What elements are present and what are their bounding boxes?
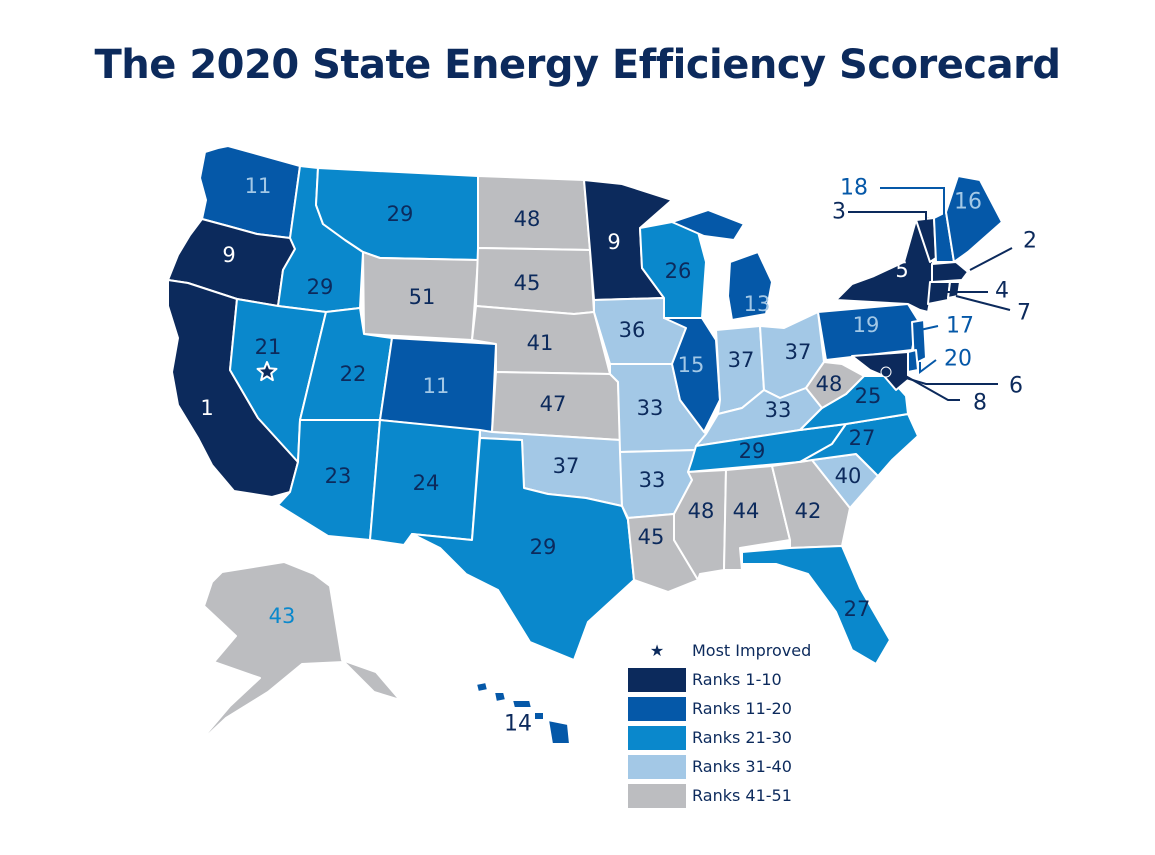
state-MI[interactable]: [671, 209, 773, 321]
rank-label-NY: 5: [895, 258, 908, 282]
leader-NJ: [919, 325, 939, 331]
leader-MD: [901, 373, 960, 401]
rank-label-AZ: 23: [325, 464, 352, 488]
rank-label-WV: 48: [816, 372, 843, 396]
rank-label-WI: 26: [665, 259, 692, 283]
legend-label: Ranks 11-20: [692, 699, 792, 718]
state-NC[interactable]: [799, 413, 919, 477]
state-WV[interactable]: [805, 361, 865, 409]
rank-label-CO: 11: [423, 374, 450, 398]
state-WY[interactable]: [362, 251, 479, 341]
legend-most-improved-label: Most Improved: [692, 641, 812, 660]
state-FL[interactable]: [741, 545, 891, 665]
rank-callout-NH: 18: [840, 176, 868, 201]
state-HI[interactable]: [475, 681, 571, 745]
rank-label-TN: 29: [739, 439, 766, 463]
rank-label-OH: 37: [785, 340, 812, 364]
rank-label-GA: 42: [795, 499, 822, 523]
leader-NH: [880, 187, 945, 236]
legend-most-improved: ★ Most Improved: [628, 638, 868, 663]
legend-item: Ranks 11-20: [628, 696, 868, 721]
map-title: The 2020 State Energy Efficiency Scoreca…: [94, 42, 1061, 88]
rank-label-MO: 33: [637, 396, 664, 420]
state-DE[interactable]: [907, 349, 919, 373]
rank-callout-VT: 3: [832, 200, 846, 225]
legend-item: Ranks 21-30: [628, 725, 868, 750]
star-icon: ★: [649, 641, 665, 660]
legend-label: Ranks 1-10: [692, 670, 782, 689]
leader-MA: [969, 247, 1013, 271]
rank-label-KY: 33: [765, 398, 792, 422]
leader-DE: [919, 359, 937, 374]
rank-callout-MA: 2: [1023, 229, 1037, 254]
rank-label-WY: 51: [409, 285, 436, 309]
rank-label-NC: 27: [849, 426, 876, 450]
rank-label-NM: 24: [413, 471, 440, 495]
state-IL[interactable]: [663, 317, 721, 433]
rank-callout-NJ: 17: [946, 314, 974, 339]
rank-label-SD: 45: [514, 271, 541, 295]
rank-callout-RI: 7: [1017, 301, 1031, 326]
callout-leaders: [848, 187, 1013, 401]
rank-label-MN: 9: [607, 230, 620, 254]
rank-label-LA: 45: [638, 525, 665, 549]
leader-DC: [885, 371, 998, 385]
rank-callout-CT: 4: [995, 279, 1009, 304]
legend-swatch: [628, 725, 686, 750]
state-CT[interactable]: [927, 281, 951, 305]
rank-callout-HI: 14: [504, 712, 532, 737]
rank-label-MI: 13: [744, 292, 771, 316]
rank-label-OK: 37: [553, 454, 580, 478]
rank-label-KS: 47: [540, 392, 567, 416]
legend-item: Ranks 41-51: [628, 783, 868, 808]
rank-label-WA: 11: [245, 174, 272, 198]
rank-label-CA: 1: [200, 396, 213, 420]
legend-label: Ranks 41-51: [692, 786, 792, 805]
rank-label-FL: 27: [844, 597, 871, 621]
rank-label-SC: 40: [835, 464, 862, 488]
rank-label-OR: 9: [222, 243, 235, 267]
rank-label-AR: 33: [639, 468, 666, 492]
rank-label-IN: 37: [728, 348, 755, 372]
leader-VT: [848, 211, 927, 232]
legend-label: Ranks 31-40: [692, 757, 792, 776]
state-AK[interactable]: [195, 561, 401, 747]
rank-label-AK: 43: [269, 604, 296, 628]
state-MD[interactable]: [851, 351, 909, 391]
rank-label-UT: 22: [340, 362, 367, 386]
most-improved-star-icon: [256, 361, 278, 382]
rank-label-VA: 25: [855, 384, 882, 408]
rank-label-TX: 29: [530, 535, 557, 559]
legend-item: Ranks 31-40: [628, 754, 868, 779]
rank-callout-MD: 8: [973, 391, 987, 416]
rank-label-NV: 21: [255, 335, 282, 359]
rank-label-MT: 29: [387, 202, 414, 226]
legend-swatch: [628, 783, 686, 808]
rank-callout-ME: 16: [954, 190, 982, 215]
rank-label-IL: 15: [678, 353, 705, 377]
legend-swatch: [628, 696, 686, 721]
legend-swatch: [628, 754, 686, 779]
rank-label-NE: 41: [527, 331, 554, 355]
rank-callout-DE: 20: [944, 347, 972, 372]
rank-label-PA: 19: [853, 313, 880, 337]
rank-label-MS: 48: [688, 499, 715, 523]
legend: ★ Most Improved Ranks 1-10 Ranks 11-20 R…: [628, 638, 868, 812]
rank-label-ID: 29: [307, 275, 334, 299]
state-TX[interactable]: [411, 437, 635, 661]
dc-marker: [880, 366, 892, 378]
legend-swatch: [628, 667, 686, 692]
rank-label-AL: 44: [733, 499, 760, 523]
rank-label-IA: 36: [619, 318, 646, 342]
state-MA[interactable]: [931, 261, 969, 283]
rank-label-ND: 48: [514, 207, 541, 231]
rank-labels: 11 9 1 29 21 29 51 22 11 23 24 48 45 41 47 37 29 9 36 33 33 4…: [200, 174, 908, 628]
legend-item: Ranks 1-10: [628, 667, 868, 692]
leader-RI: [955, 295, 1011, 311]
state-NY[interactable]: [835, 215, 935, 313]
legend-label: Ranks 21-30: [692, 728, 792, 747]
rank-callout-DC: 6: [1009, 374, 1023, 399]
